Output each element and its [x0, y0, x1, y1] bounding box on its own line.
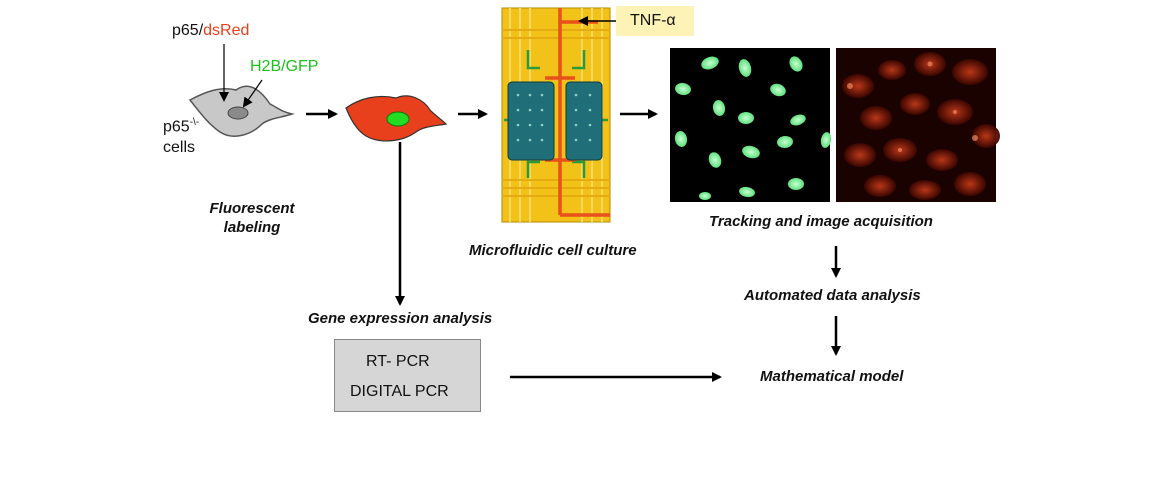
p65-cells-main: p65 [163, 118, 190, 136]
labeled-cell-icon [345, 95, 448, 142]
nuclei-fluorescence-image [670, 48, 832, 202]
automated-label: Automated data analysis [744, 287, 921, 304]
gene-expression-label: Gene expression analysis [308, 310, 493, 327]
fluorescent-line1: Fluorescent [209, 200, 295, 217]
p65-dsred-label: p65/dsRed [172, 22, 249, 40]
h2b-gfp-label: H2B/GFP [250, 58, 319, 75]
rt-pcr-label: RT- PCR [366, 353, 430, 370]
tracking-label: Tracking and image acquisition [709, 213, 933, 230]
microfluidic-label: Microfluidic cell culture [469, 242, 637, 259]
dsred-text: dsRed [203, 22, 250, 39]
p65-cells-sup: -\- [189, 117, 200, 128]
p65-fluorescence-image [836, 48, 1000, 202]
math-model-label: Mathematical model [760, 368, 904, 385]
pcr-box [334, 339, 481, 412]
digital-pcr-label: DIGITAL PCR [350, 383, 449, 400]
tnf-box [616, 6, 694, 36]
fluorescent-labeling-label: Fluorescent labeling [192, 200, 312, 236]
fluorescent-line2: labeling [223, 219, 281, 236]
unlabeled-cell-icon [188, 85, 295, 137]
p65-knockout-label: p65-\- [163, 117, 199, 136]
gfp-pointer-line [242, 79, 263, 108]
p65-prefix: p65/ [172, 22, 204, 39]
cells-label: cells [163, 139, 196, 156]
microfluidic-chip-image [501, 7, 611, 223]
tnf-label: TNF-α [630, 12, 676, 29]
